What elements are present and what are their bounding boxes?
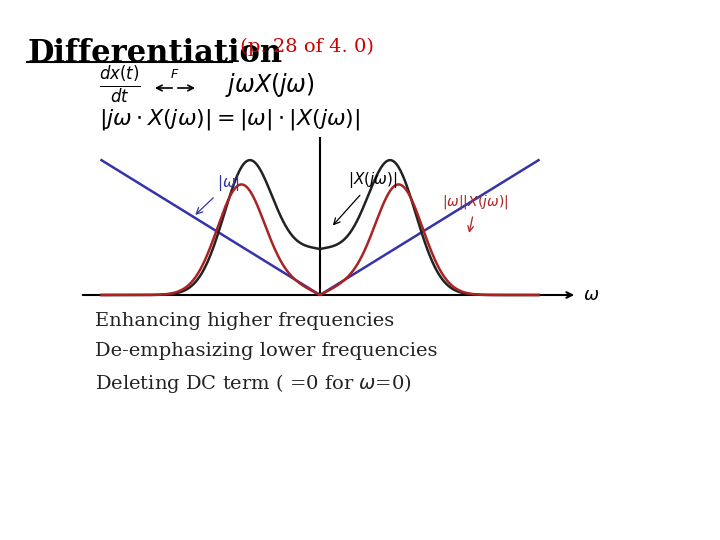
Text: $\omega$: $\omega$ — [583, 286, 599, 304]
Text: $j\omega X(j\omega)$: $j\omega X(j\omega)$ — [225, 71, 315, 99]
Text: Enhancing higher frequencies: Enhancing higher frequencies — [95, 312, 395, 330]
Text: De-emphasizing lower frequencies: De-emphasizing lower frequencies — [95, 342, 438, 360]
Text: $\frac{dx(t)}{dt}$: $\frac{dx(t)}{dt}$ — [99, 64, 141, 106]
Text: $|\omega||X(j\omega)|$: $|\omega||X(j\omega)|$ — [442, 193, 509, 232]
Text: $F$: $F$ — [171, 68, 180, 81]
Text: $|\omega|$: $|\omega|$ — [197, 173, 240, 214]
Text: (p. 28 of 4. 0): (p. 28 of 4. 0) — [234, 38, 374, 56]
Text: Deleting DC term ( =0 for $\omega$=0): Deleting DC term ( =0 for $\omega$=0) — [95, 372, 412, 395]
Text: Differentiation: Differentiation — [28, 38, 283, 69]
Text: $|j\omega \cdot X(j\omega)| = |\omega| \cdot |X(j\omega)|$: $|j\omega \cdot X(j\omega)| = |\omega| \… — [99, 107, 361, 132]
Text: $|X(j\omega)|$: $|X(j\omega)|$ — [333, 171, 398, 225]
